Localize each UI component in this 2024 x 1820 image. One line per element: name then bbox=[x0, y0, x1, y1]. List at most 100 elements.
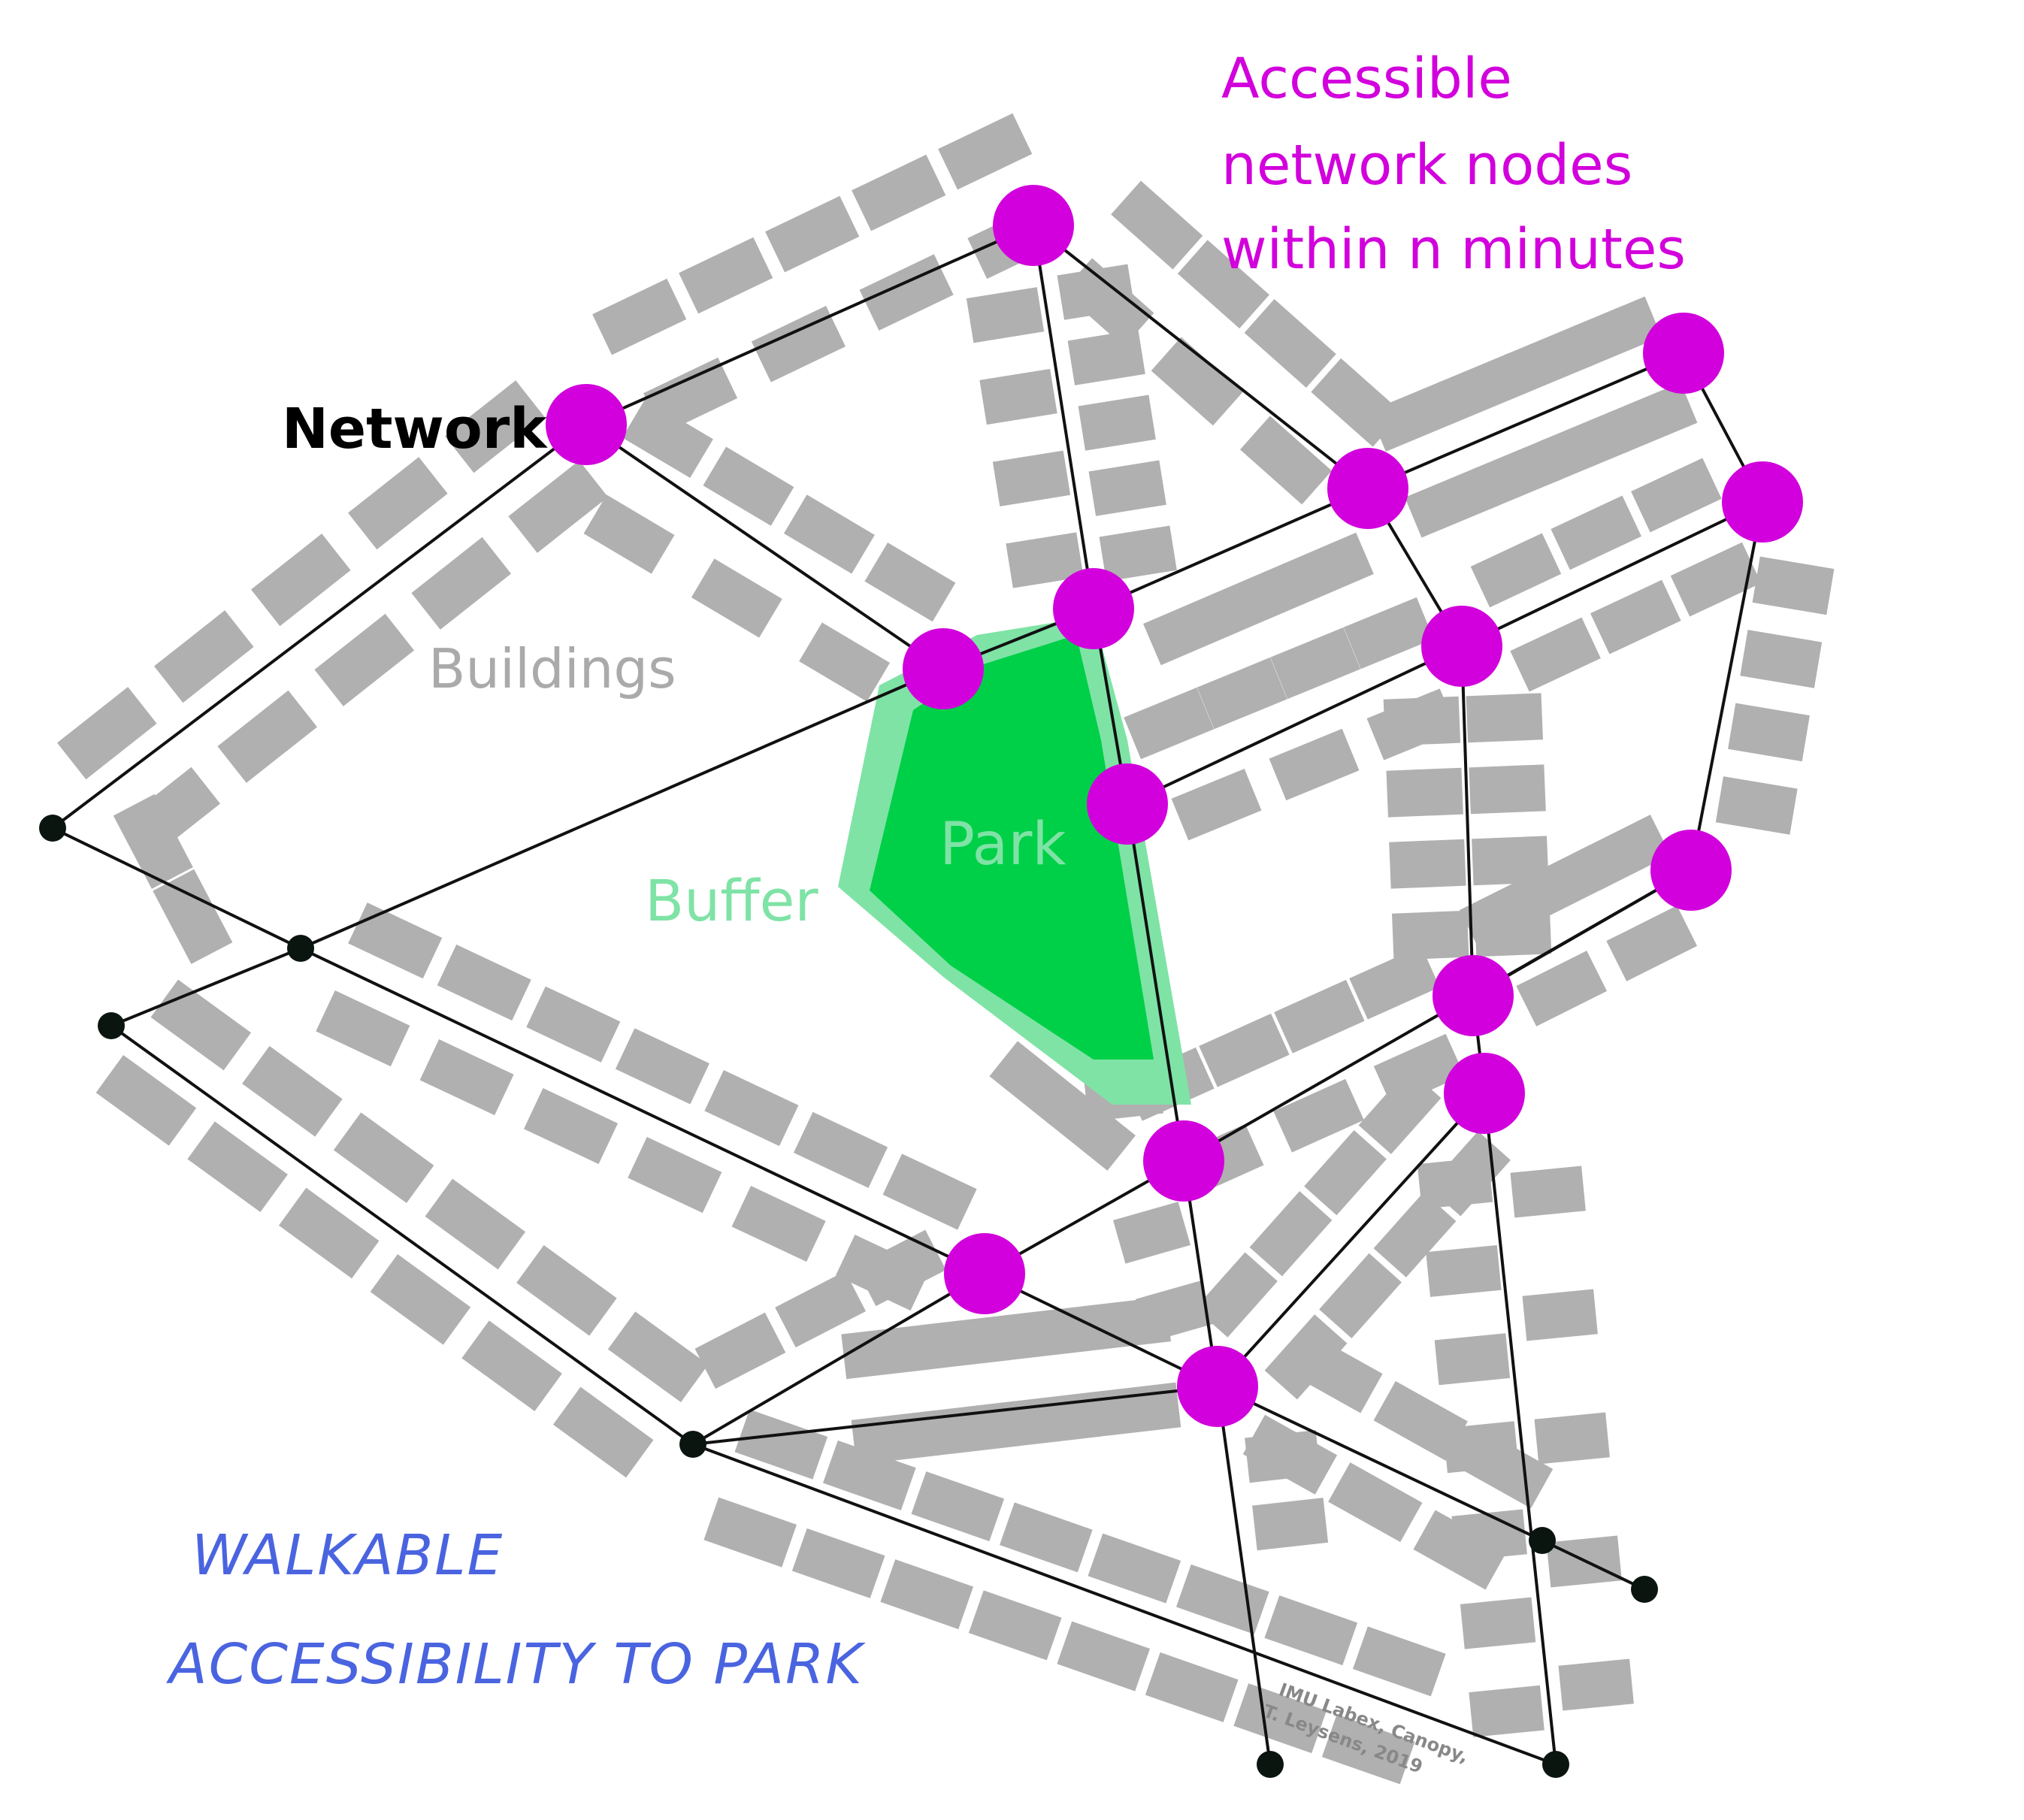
network-end-node bbox=[1542, 1751, 1569, 1778]
building bbox=[1288, 1333, 1383, 1413]
building bbox=[1516, 951, 1608, 1026]
building bbox=[1426, 1245, 1502, 1297]
building bbox=[583, 494, 675, 574]
network-edge bbox=[1460, 645, 1475, 996]
building bbox=[1413, 1510, 1508, 1590]
park-label: Park bbox=[939, 811, 1066, 878]
building bbox=[1458, 1428, 1554, 1509]
building bbox=[113, 794, 193, 889]
building bbox=[799, 622, 891, 702]
building bbox=[1373, 1192, 1457, 1277]
building bbox=[880, 1559, 974, 1630]
building bbox=[1386, 767, 1463, 818]
building bbox=[1590, 579, 1681, 655]
building bbox=[1504, 325, 1594, 395]
building bbox=[1213, 562, 1304, 636]
building bbox=[1466, 693, 1544, 743]
network-edge bbox=[1032, 225, 1095, 609]
building bbox=[751, 305, 846, 382]
building bbox=[622, 398, 713, 478]
network-edge bbox=[1217, 1385, 1543, 1542]
network-edge bbox=[1216, 1092, 1486, 1388]
accessible-node bbox=[1444, 1053, 1525, 1134]
building bbox=[1195, 1252, 1278, 1338]
building bbox=[1177, 240, 1269, 329]
building bbox=[704, 1070, 799, 1147]
accessible-node bbox=[944, 1233, 1025, 1314]
network-edge bbox=[692, 1385, 1218, 1446]
network-edge bbox=[692, 1443, 1557, 1766]
building bbox=[251, 534, 351, 627]
building bbox=[882, 1153, 977, 1230]
building bbox=[793, 1111, 888, 1188]
title-line-2: ACCESSIBILITY TO PARK bbox=[166, 1632, 866, 1697]
network-end-node bbox=[98, 1012, 125, 1039]
building bbox=[217, 690, 317, 783]
title-line-1: WALKABLE bbox=[192, 1523, 504, 1588]
accessible-node bbox=[1433, 955, 1514, 1036]
building bbox=[1434, 1333, 1511, 1386]
building bbox=[508, 460, 608, 553]
building bbox=[1358, 1069, 1442, 1154]
building bbox=[989, 1041, 1079, 1126]
building bbox=[1197, 657, 1287, 730]
network-edges bbox=[51, 224, 1764, 1766]
building bbox=[1352, 1626, 1446, 1697]
building bbox=[154, 610, 254, 703]
building bbox=[615, 1028, 709, 1105]
building bbox=[516, 1244, 617, 1336]
park-layer bbox=[838, 616, 1191, 1105]
building bbox=[1245, 1430, 1321, 1483]
building bbox=[1321, 1714, 1415, 1785]
building bbox=[791, 1528, 885, 1598]
building bbox=[703, 1497, 797, 1568]
accessible-node bbox=[1053, 568, 1134, 649]
building bbox=[1269, 728, 1360, 801]
building bbox=[1099, 525, 1177, 582]
building bbox=[1715, 776, 1798, 835]
building bbox=[1460, 1597, 1536, 1649]
building bbox=[95, 1054, 197, 1146]
building bbox=[1373, 1380, 1468, 1461]
building bbox=[1003, 1305, 1091, 1361]
building bbox=[703, 446, 794, 526]
network-edge bbox=[300, 667, 944, 950]
building bbox=[859, 254, 954, 331]
building bbox=[150, 979, 252, 1071]
building bbox=[1143, 592, 1234, 666]
building bbox=[1239, 416, 1333, 505]
building bbox=[1199, 1013, 1290, 1087]
building bbox=[1319, 1253, 1402, 1339]
building bbox=[1469, 1685, 1544, 1737]
accessible-node bbox=[993, 185, 1074, 266]
network-end-node bbox=[1631, 1576, 1658, 1603]
accessible-node bbox=[903, 628, 984, 709]
building bbox=[1094, 1382, 1181, 1437]
building bbox=[1540, 410, 1630, 482]
network-edge bbox=[51, 423, 588, 830]
network-end-node bbox=[1529, 1527, 1556, 1554]
network-edge bbox=[585, 224, 1034, 426]
accessible-node bbox=[1650, 830, 1732, 911]
building bbox=[1006, 532, 1084, 588]
building bbox=[1349, 945, 1440, 1020]
building bbox=[1343, 597, 1434, 670]
accessible-node bbox=[1143, 1120, 1224, 1202]
building bbox=[1608, 382, 1698, 453]
building bbox=[1558, 1658, 1634, 1711]
building bbox=[419, 1039, 514, 1116]
building bbox=[1472, 836, 1549, 886]
building bbox=[679, 237, 773, 314]
building bbox=[1369, 381, 1459, 452]
building bbox=[1391, 910, 1469, 960]
accessible-node bbox=[546, 384, 627, 465]
buildings-label: Buildings bbox=[428, 637, 676, 700]
building bbox=[1534, 1412, 1610, 1465]
building bbox=[1670, 542, 1762, 617]
network-edge bbox=[984, 1272, 1218, 1388]
accessible-label-line-1: Accessible bbox=[1221, 47, 1512, 111]
building bbox=[153, 869, 233, 964]
building bbox=[691, 558, 782, 638]
building bbox=[992, 450, 1071, 506]
